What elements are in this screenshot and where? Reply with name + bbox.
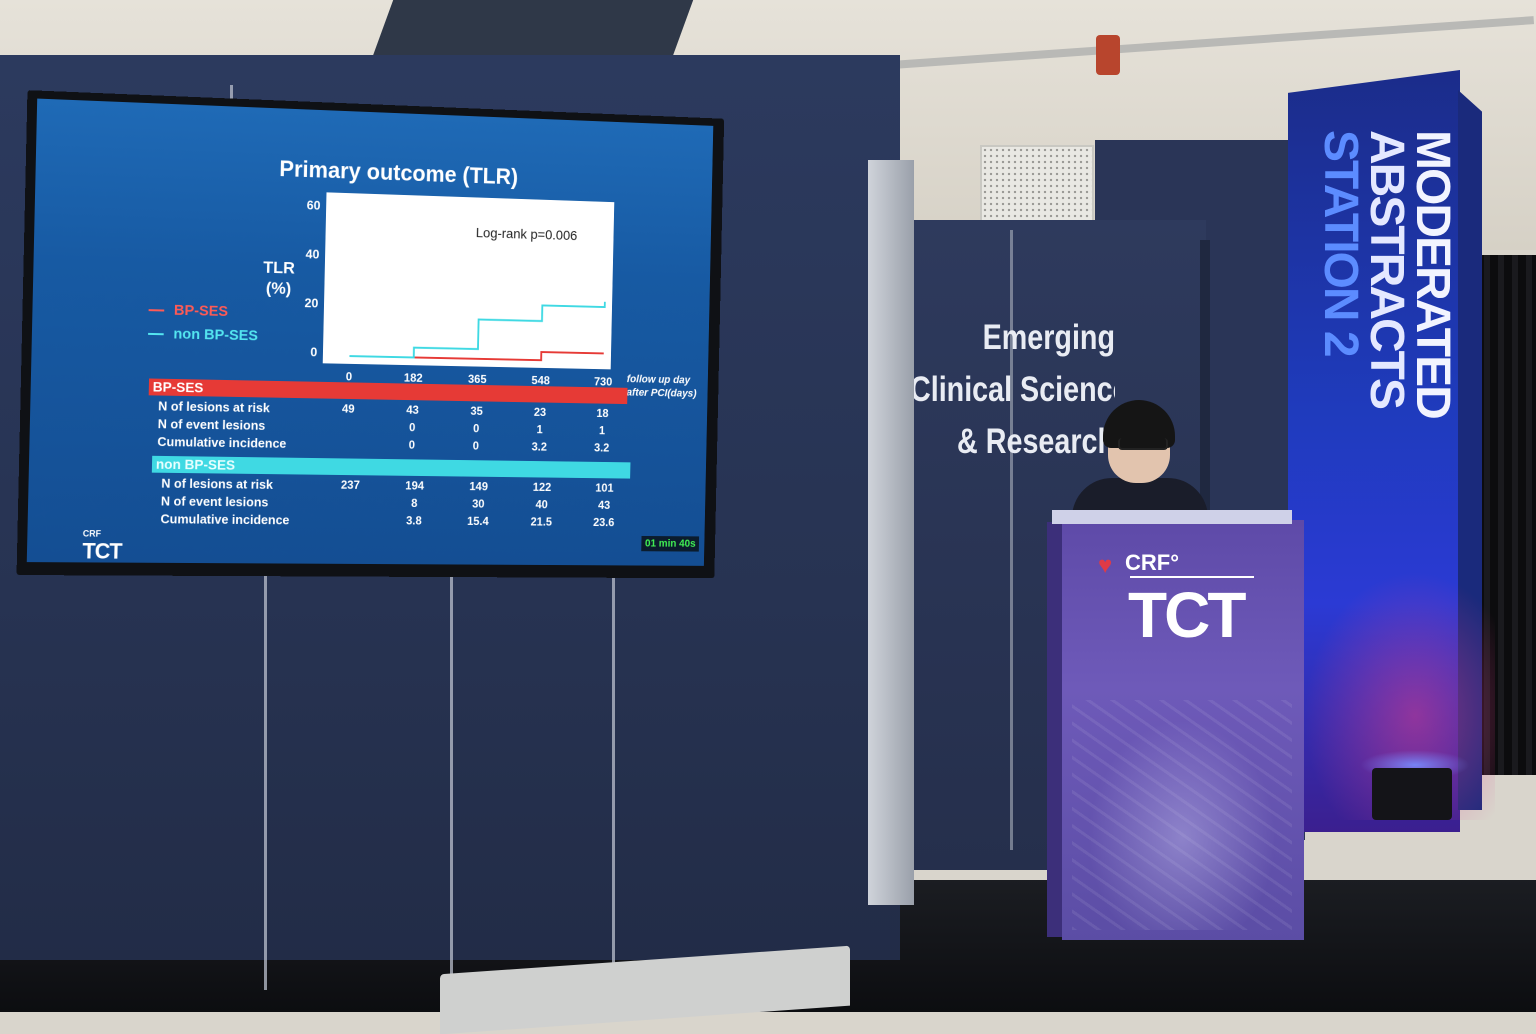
table-cell: 194 <box>398 479 432 493</box>
floor-spotlight <box>1372 768 1452 820</box>
slide-logo-crf: CRF <box>83 529 122 539</box>
table-cell: 237 <box>333 478 367 492</box>
table-cell: 21.5 <box>525 515 558 529</box>
slide-logo: CRF TCT <box>82 529 122 565</box>
pipe-valve <box>1096 35 1120 75</box>
y-tick-label: 60 <box>296 197 321 212</box>
wall-seam <box>612 560 615 1000</box>
y-tick-label: 0 <box>292 344 317 359</box>
display-monitor: Primary outcome (TLR) 60 40 20 0 TLR (%)… <box>17 90 725 578</box>
legend-swatch <box>148 333 164 335</box>
legend-item-non-bp-ses: non BP-SES <box>148 325 258 344</box>
tower-line1: MODERATED <box>1408 130 1456 418</box>
table-cell: 149 <box>462 479 496 493</box>
table-cell: 23 <box>523 405 556 419</box>
row-label-events: N of event lesions <box>161 494 269 510</box>
legend-item-bp-ses: BP-SES <box>148 301 228 320</box>
booth-heading-area: Emerging Clinical Science & Research <box>900 300 1115 470</box>
podium-top <box>1052 510 1292 524</box>
y-axis-label-line2: (%) <box>253 277 303 299</box>
log-rank-annotation: Log-rank p=0.006 <box>476 225 578 244</box>
wall-edge-column <box>868 160 914 905</box>
table-cell: 18 <box>586 406 619 420</box>
table-cell: 43 <box>588 498 621 512</box>
wall-seam <box>264 570 267 990</box>
booth-heading: Emerging Clinical Science & Research <box>910 312 1115 468</box>
series-line-non-bp-ses <box>349 295 604 361</box>
podium-artwork <box>1072 700 1292 930</box>
plot-area: Log-rank p=0.006 <box>323 192 615 369</box>
legend-swatch <box>149 309 165 311</box>
row-label-cumulative: Cumulative incidence <box>160 511 289 527</box>
table-cell: 40 <box>525 497 558 511</box>
row-label-at-risk: N of lesions at risk <box>161 476 273 492</box>
table-cell <box>331 437 365 438</box>
countdown-timer: 01 min 40s <box>641 536 699 552</box>
booth-heading-line2: Clinical Science <box>910 364 1115 416</box>
slide-title: Primary outcome (TLR) <box>279 155 518 190</box>
table-cell: 1 <box>523 422 556 436</box>
table-cell: 3.2 <box>585 441 618 455</box>
table-cell: 43 <box>396 403 430 417</box>
table-cell: 8 <box>397 496 431 510</box>
air-vent <box>980 145 1094 229</box>
wall-seam <box>450 565 453 1005</box>
row-label-at-risk: N of lesions at risk <box>158 398 270 415</box>
table-cell <box>331 419 365 420</box>
y-axis-label-line1: TLR <box>254 257 304 279</box>
table-cell: 35 <box>460 404 494 418</box>
booth-heading-line1: Emerging <box>910 312 1115 364</box>
legend-label: non BP-SES <box>173 326 258 345</box>
podium-logo-crf: CRF° <box>1125 550 1179 576</box>
slide-logo-tct: TCT <box>82 539 122 564</box>
slide-screen: Primary outcome (TLR) 60 40 20 0 TLR (%)… <box>27 99 714 566</box>
table-cell: 3.8 <box>397 514 431 528</box>
legend-label: BP-SES <box>174 302 228 320</box>
table-cell: 49 <box>331 402 365 416</box>
x-axis-label-line1: follow up day <box>627 373 697 388</box>
row-label-cumulative: Cumulative incidence <box>157 434 286 451</box>
table-cell: 23.6 <box>587 515 620 529</box>
table-cell: 0 <box>459 421 493 435</box>
table-cell: 122 <box>525 480 558 494</box>
podium-logo-tct: TCT <box>1128 578 1243 652</box>
table-cell: 0 <box>395 420 429 434</box>
booth-heading-line3: & Research <box>910 416 1115 468</box>
table-cell: 0 <box>459 439 493 453</box>
tower-line2: ABSTRACTS <box>1362 130 1410 408</box>
tower-line3: STATION 2 <box>1316 130 1364 356</box>
tower-sign: MODERATED ABSTRACTS STATION 2 <box>1310 130 1460 690</box>
table-cell: 0 <box>395 438 429 452</box>
table-cell: 1 <box>586 423 619 437</box>
x-axis-label-line2: after PCI(days) <box>626 386 696 401</box>
km-plot <box>323 192 615 369</box>
table-cell: 3.2 <box>523 440 556 454</box>
group-band-non-bp-ses: non BP-SES <box>152 456 631 479</box>
x-axis-label: follow up day after PCI(days) <box>626 373 697 401</box>
row-label-events: N of event lesions <box>158 416 266 433</box>
heart-icon: ♥ <box>1098 552 1112 580</box>
glasses <box>1118 438 1168 450</box>
y-axis-label: TLR (%) <box>253 257 304 300</box>
table-cell: 101 <box>588 481 621 495</box>
table-cell: 15.4 <box>461 514 495 528</box>
table-cell: 30 <box>461 497 495 511</box>
